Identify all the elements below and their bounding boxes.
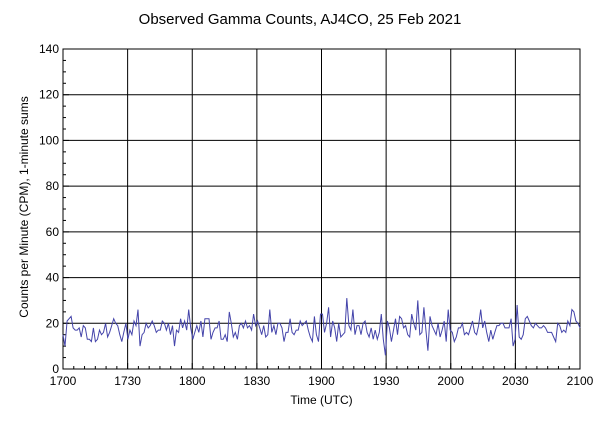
- x-tick-label: 1700: [50, 374, 77, 388]
- y-tick-label: 0: [52, 362, 59, 376]
- x-tick-label: 1930: [373, 374, 400, 388]
- y-tick-label: 140: [39, 42, 59, 56]
- y-tick-label: 120: [39, 88, 59, 102]
- axis-ticks: [62, 48, 581, 370]
- y-tick-label: 40: [46, 271, 60, 285]
- x-tick-label: 1900: [308, 374, 335, 388]
- y-tick-label: 80: [46, 179, 60, 193]
- x-tick-label: 1800: [179, 374, 206, 388]
- series-line: [62, 298, 581, 356]
- y-tick-label: 60: [46, 225, 60, 239]
- x-tick-label: 2030: [502, 374, 529, 388]
- y-axis-label: Counts per Minute (CPM), 1-minute sums: [17, 96, 31, 318]
- x-tick-label: 2000: [437, 374, 464, 388]
- y-tick-label: 20: [46, 316, 60, 330]
- grid: [63, 49, 580, 369]
- x-tick-label: 1730: [114, 374, 141, 388]
- chart-title: Observed Gamma Counts, AJ4CO, 25 Feb 202…: [138, 11, 462, 28]
- x-tick-label: 2100: [567, 374, 594, 388]
- y-tick-label: 100: [39, 133, 59, 147]
- x-tick-label: 1830: [244, 374, 271, 388]
- x-axis-label: Time (UTC): [290, 393, 353, 407]
- y-tick-labels: 0 20 40 60 80 100 120 140: [39, 42, 59, 376]
- x-tick-labels: 1700 1730 1800 1830 1900 1930 2000 2030 2100: [50, 374, 594, 388]
